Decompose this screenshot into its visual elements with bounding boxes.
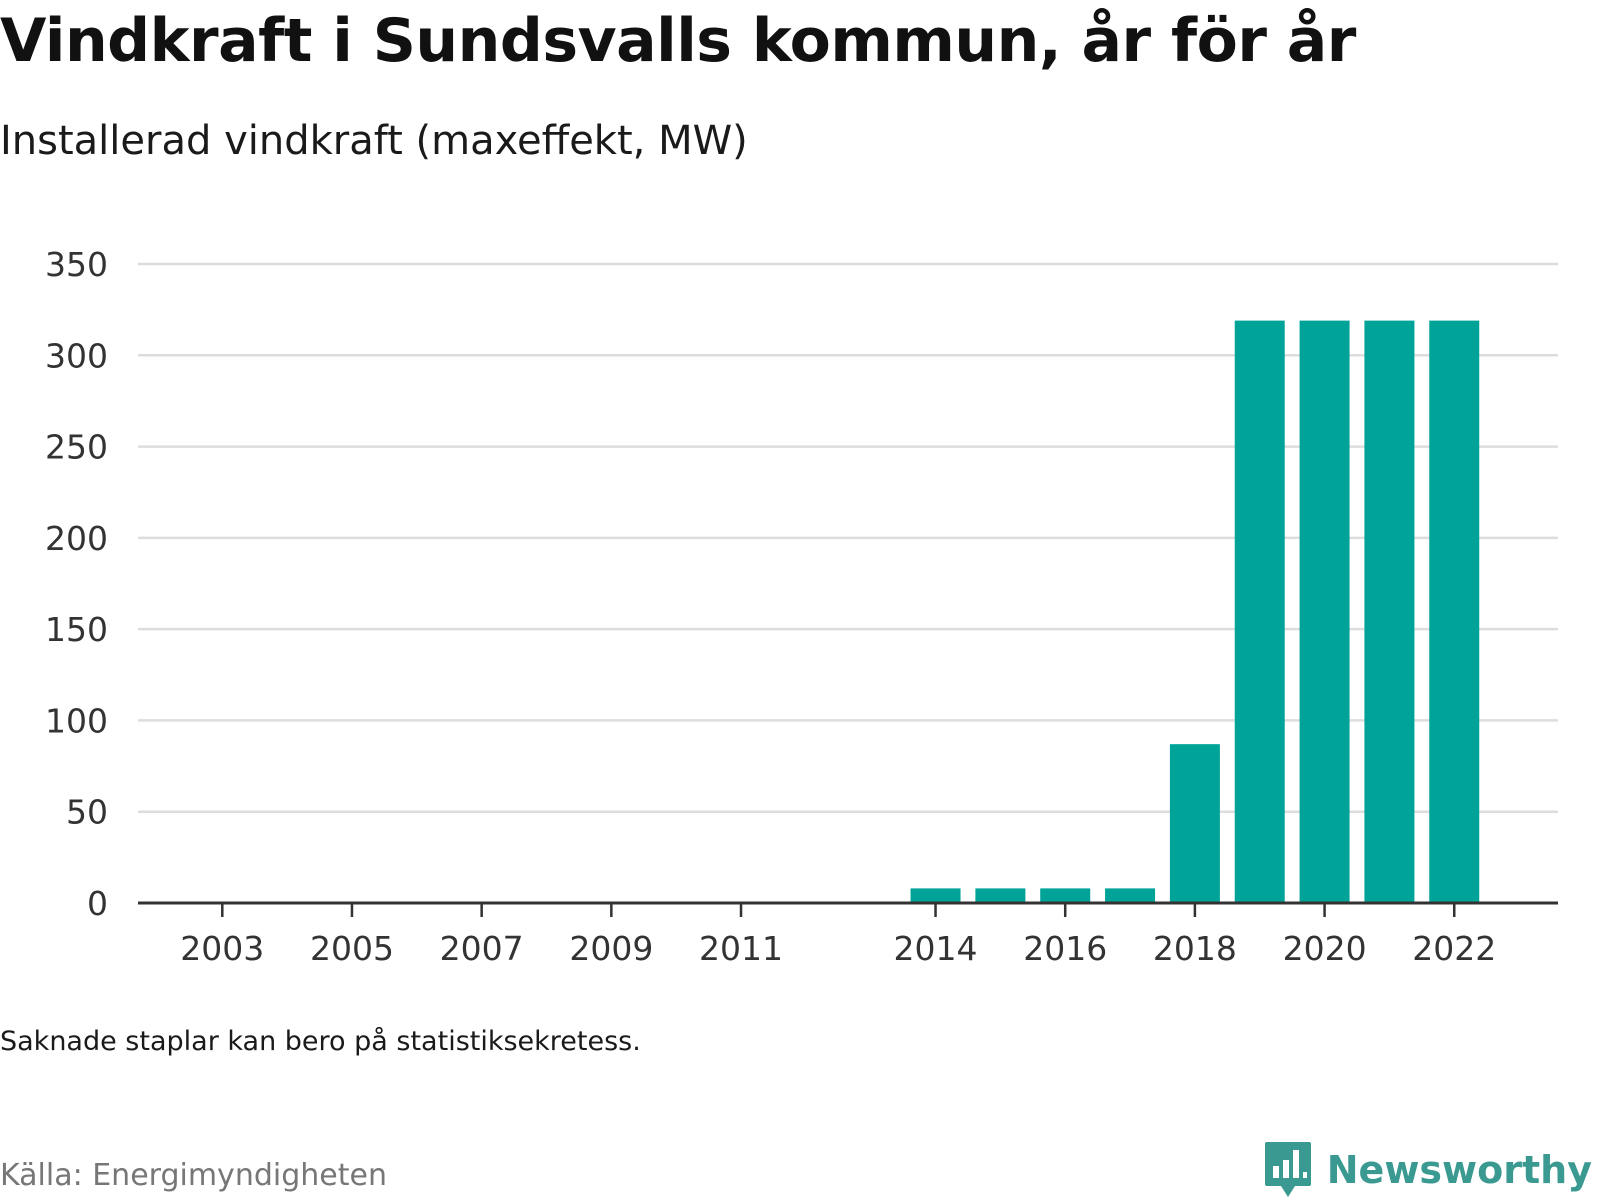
- y-tick-label: 300: [45, 336, 108, 375]
- bar-2017: [1105, 888, 1156, 903]
- x-tick-label: 2007: [440, 929, 524, 968]
- y-axis-ticks: 0 50 100 150 200 250 300 350: [45, 245, 108, 923]
- bars: [910, 320, 1480, 903]
- y-tick-label: 50: [66, 793, 108, 832]
- x-tick-label: 2016: [1023, 929, 1107, 968]
- x-tick-label: 2011: [699, 929, 783, 968]
- y-tick-label: 150: [45, 610, 108, 649]
- footnote: Saknade staplar kan bero på statistiksek…: [0, 1026, 641, 1057]
- x-axis-ticks: 2003 2005 2007 2009 2011 2014 2016 2018 2020 2022: [180, 903, 1496, 968]
- bar-2021: [1364, 320, 1415, 903]
- y-tick-label: 200: [45, 519, 108, 558]
- bar-2019: [1234, 320, 1285, 903]
- x-tick-label: 2014: [894, 929, 978, 968]
- brand-name: Newsworthy: [1326, 1148, 1592, 1192]
- x-tick-label: 2020: [1283, 929, 1367, 968]
- x-tick-label: 2022: [1412, 929, 1496, 968]
- bar-2018: [1169, 744, 1220, 903]
- bar-2022: [1429, 320, 1480, 903]
- bar-2016: [1040, 888, 1091, 903]
- y-tick-label: 0: [87, 884, 108, 923]
- brand-logo: Newsworthy: [1263, 1140, 1592, 1200]
- chart-subtitle: Installerad vindkraft (maxeffekt, MW): [0, 118, 748, 164]
- chart-title: Vindkraft i Sundsvalls kommun, år för år: [0, 6, 1356, 76]
- bar-2014: [910, 888, 961, 903]
- bar-2015: [975, 888, 1026, 903]
- x-tick-label: 2003: [180, 929, 264, 968]
- bar-2020: [1299, 320, 1350, 903]
- y-tick-label: 100: [45, 701, 108, 740]
- y-tick-label: 250: [45, 428, 108, 467]
- x-tick-label: 2018: [1153, 929, 1237, 968]
- source-label: Källa: Energimyndigheten: [0, 1158, 387, 1193]
- x-tick-label: 2005: [310, 929, 394, 968]
- y-tick-label: 350: [45, 245, 108, 284]
- x-tick-label: 2009: [569, 929, 653, 968]
- bar-chart-speech-bubble-icon: [1264, 1142, 1311, 1197]
